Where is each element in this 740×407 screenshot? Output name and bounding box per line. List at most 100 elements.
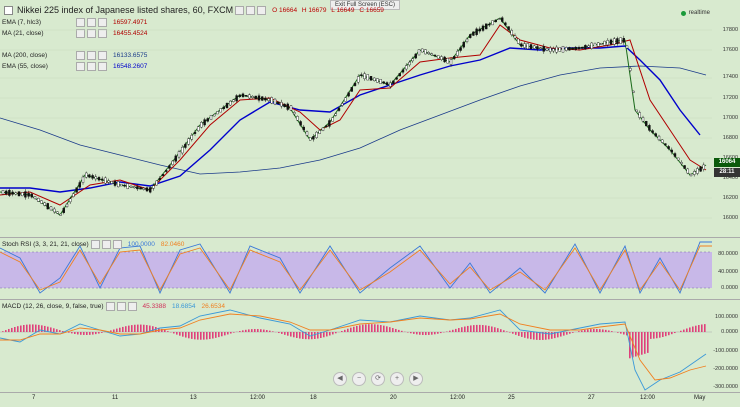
scroll-right-button[interactable]: ▶ (409, 372, 423, 386)
macd-hist-bar (194, 332, 196, 340)
settings-icon[interactable] (87, 62, 96, 71)
close-icon[interactable] (98, 18, 107, 27)
macd-hist-bar (644, 332, 646, 354)
macd-hist-bar (500, 329, 502, 332)
macd-hist-bar (506, 331, 508, 332)
reset-button[interactable]: ⟳ (371, 372, 385, 386)
legend-row-ema55[interactable]: EMA (55, close) 16548.2607 (2, 61, 147, 72)
macd-hist-bar (221, 332, 223, 337)
macd-tick: 0.0000 (721, 329, 738, 335)
candle-body (158, 178, 162, 180)
legend-row-ma21[interactable]: MA (21, close) 16455.4524 (2, 28, 147, 39)
eye-icon[interactable] (76, 29, 85, 38)
candle-body (571, 47, 574, 50)
settings-icon[interactable] (235, 5, 245, 15)
macd-hist-bar (278, 332, 280, 334)
eye-icon[interactable] (105, 302, 115, 311)
candle-body (277, 101, 280, 105)
legend-row-ema7[interactable]: EMA (7, hlc3) 16597.4971 (2, 17, 147, 28)
eye-icon[interactable] (76, 62, 85, 71)
candle-body (164, 170, 168, 172)
realtime-dot-icon (680, 10, 686, 16)
candle-body (180, 146, 184, 154)
macd-hist-bar (695, 325, 697, 332)
candle-body (453, 56, 456, 60)
candle-body (513, 35, 517, 39)
macd-hist-bar (257, 329, 259, 332)
macd-legend[interactable]: MACD (12, 26, close, 9, false, true) 45.3… (2, 301, 225, 312)
stoch-rsi-pane[interactable] (0, 238, 712, 298)
symbol-checkbox[interactable] (4, 5, 13, 15)
candle-body (558, 47, 561, 52)
stoch-d-value: 82.0460 (160, 241, 185, 248)
candle-body (485, 23, 488, 30)
eye-icon[interactable] (90, 240, 100, 249)
candle-body (152, 185, 155, 189)
macd-hist-bar (206, 332, 208, 340)
candle-body (219, 108, 222, 113)
candle-body (616, 38, 619, 45)
zoom-in-button[interactable]: + (390, 372, 404, 386)
candle-body (104, 177, 107, 184)
price-tick: 16200 (722, 195, 738, 201)
close-icon[interactable] (257, 5, 267, 15)
macd-tick: -100.0000 (713, 348, 738, 354)
close-icon[interactable] (127, 302, 137, 311)
macd-hist-bar (95, 332, 97, 335)
macd-hist-bar (239, 331, 241, 332)
time-label: 25 (508, 395, 515, 401)
candle-body (584, 44, 587, 50)
candle-body (209, 115, 213, 120)
candle-body (305, 131, 309, 136)
macd-hist-bar (365, 324, 367, 332)
macd-hist-bar (401, 330, 403, 332)
candle-body (613, 38, 616, 45)
candle-body (609, 39, 613, 45)
macd-hist-bar (140, 324, 142, 332)
candle-body (536, 46, 539, 50)
candle-body (683, 165, 686, 169)
price-pane[interactable] (0, 0, 712, 236)
exit-fullscreen-button[interactable]: Exit Full Screen (ESC) (330, 0, 401, 10)
candle-body (699, 166, 702, 172)
candle-body (59, 213, 62, 216)
eye-icon[interactable] (76, 51, 85, 60)
candle-body (673, 153, 677, 157)
close-icon[interactable] (98, 51, 107, 60)
macd-hist-bar (452, 329, 454, 332)
price-tick: 17400 (722, 74, 738, 80)
settings-icon[interactable] (87, 51, 96, 60)
macd-hist-bar (692, 326, 694, 332)
candle-body (411, 58, 414, 62)
macd-hist-bar (137, 324, 139, 332)
price-tick: 17000 (722, 115, 738, 121)
pane-divider[interactable] (0, 237, 740, 238)
settings-icon[interactable] (116, 302, 126, 311)
settings-icon[interactable] (87, 18, 96, 27)
macd-pane[interactable] (0, 300, 712, 392)
close-icon[interactable] (98, 29, 107, 38)
zoom-out-button[interactable]: − (352, 372, 366, 386)
macd-hist-bar (68, 332, 70, 333)
macd-hist-bar (326, 332, 328, 337)
legend-name: MA (21, close) (2, 30, 44, 37)
settings-icon[interactable] (101, 240, 111, 249)
candle-body (283, 103, 286, 108)
eye-icon[interactable] (76, 18, 85, 27)
close-icon[interactable] (98, 62, 107, 71)
stoch-d-line (0, 245, 712, 291)
scroll-left-button[interactable]: ◀ (333, 372, 347, 386)
legend-value: 16597.4971 (113, 19, 148, 26)
ohlc-low: L 16649 (331, 6, 355, 14)
macd-hist-bar (245, 329, 247, 332)
close-icon[interactable] (112, 240, 122, 249)
stoch-legend[interactable]: Stoch RSI (3, 3, 21, 21, close) 100.0000 8… (2, 239, 184, 250)
candle-body (545, 48, 549, 51)
visibility-icon[interactable] (246, 5, 256, 15)
candle-body (136, 186, 139, 190)
time-label: 12:00 (250, 395, 266, 401)
ma200-line (0, 65, 707, 175)
settings-icon[interactable] (87, 29, 96, 38)
legend-row-ma200[interactable]: MA (200, close) 16133.6575 (2, 50, 147, 61)
pane-divider[interactable] (0, 299, 740, 300)
